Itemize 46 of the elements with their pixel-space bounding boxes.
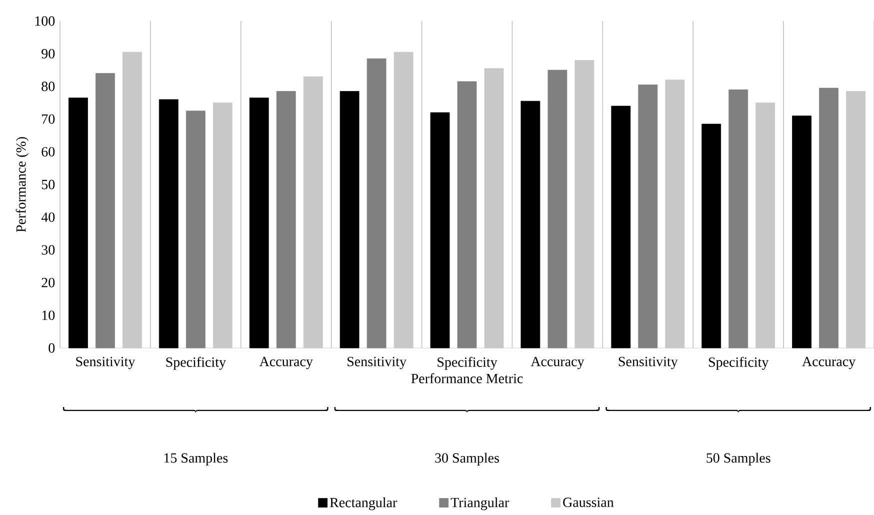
text: 15 Samples (164, 452, 228, 466)
bar (702, 124, 722, 348)
bar (276, 91, 296, 348)
y-tick-label: 60 (42, 147, 55, 157)
bar (819, 88, 838, 348)
bar (638, 84, 658, 348)
y-tick-label: 0 (48, 343, 55, 353)
bar (68, 98, 88, 348)
x-tick-label: Specificity (166, 356, 226, 370)
x-axis-title: Performance Metric (411, 373, 523, 384)
text: 50 Samples (706, 452, 770, 466)
bar (340, 91, 360, 348)
legend-label: Gaussian (563, 498, 614, 508)
x-tick-label: Accuracy (802, 356, 856, 370)
y-tick-label: 20 (42, 278, 55, 288)
x-tick-label: Accuracy (259, 356, 313, 370)
x-tick-label: Sensitivity (618, 356, 678, 370)
legend-label: Triangular (450, 497, 510, 510)
legend-label: Rectangular (330, 497, 398, 510)
y-tick-label: 10 (42, 310, 55, 320)
bar (249, 98, 269, 348)
bar (430, 112, 450, 348)
y-tick-label: 90 (42, 48, 55, 58)
bar (611, 106, 631, 348)
x-tick-label: Sensitivity (348, 356, 406, 370)
x-tick-label: Sensitivity (76, 356, 136, 370)
x-tick-label: Specificity (438, 356, 498, 370)
y-tick-label: 70 (42, 114, 55, 124)
x-tick-label: Specificity (708, 356, 769, 370)
bar (366, 58, 386, 348)
y-tick-label: 100 (35, 16, 55, 26)
bar (96, 73, 115, 348)
y-tick-label: 30 (42, 245, 55, 255)
bar (792, 116, 812, 348)
bar (457, 81, 477, 348)
bar (520, 100, 540, 348)
y-tick-label: 50 (42, 180, 55, 190)
y-axis-title: Performance (%) (16, 137, 29, 232)
x-tick-label: Accuracy (530, 356, 584, 370)
y-tick-label: 40 (41, 212, 55, 222)
bar (186, 110, 206, 348)
bar (158, 99, 178, 348)
bar (728, 89, 748, 348)
bar (548, 70, 568, 348)
text: 30 Samples (435, 452, 499, 466)
y-tick-label: 80 (42, 82, 55, 92)
